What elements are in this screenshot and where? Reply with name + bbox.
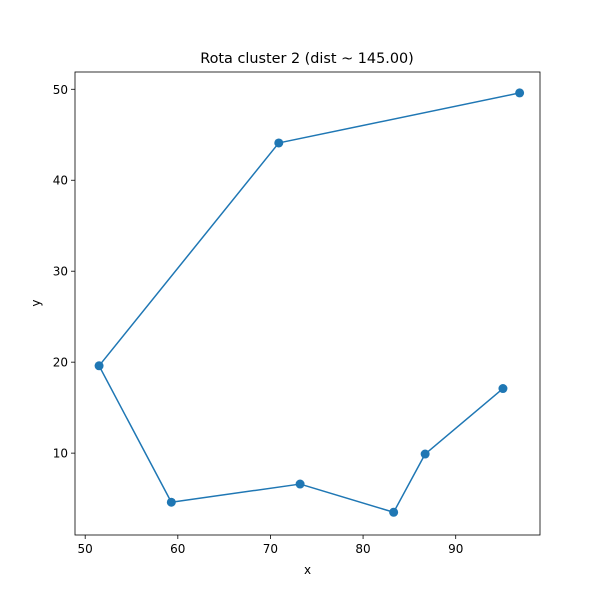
data-point (515, 88, 525, 98)
x-tick-label: 80 (355, 542, 370, 556)
plot-area (94, 88, 525, 517)
x-tick-label: 50 (78, 542, 93, 556)
chart-title: Rota cluster 2 (dist ~ 145.00) (200, 51, 414, 67)
series-line (98, 92, 520, 514)
data-point (420, 449, 430, 459)
data-point (166, 497, 176, 507)
x-tick-label: 70 (263, 542, 278, 556)
y-tick-label: 40 (53, 174, 68, 188)
x-tick-label: 60 (170, 542, 185, 556)
y-tick-label: 20 (53, 356, 68, 370)
y-axis-label: y (29, 299, 43, 306)
data-point (295, 479, 305, 489)
y-tick-label: 50 (53, 83, 68, 97)
axes: 50 60 70 80 90 10 20 30 40 50 (53, 71, 541, 556)
axes-frame (74, 71, 541, 536)
x-axis-label: x (304, 563, 311, 577)
x-tick-label: 90 (448, 542, 463, 556)
data-point (498, 384, 508, 394)
y-tick-label: 10 (53, 447, 68, 461)
data-point (94, 361, 104, 371)
data-point (389, 507, 399, 517)
data-point (274, 138, 284, 148)
y-tick-label: 30 (53, 265, 68, 279)
